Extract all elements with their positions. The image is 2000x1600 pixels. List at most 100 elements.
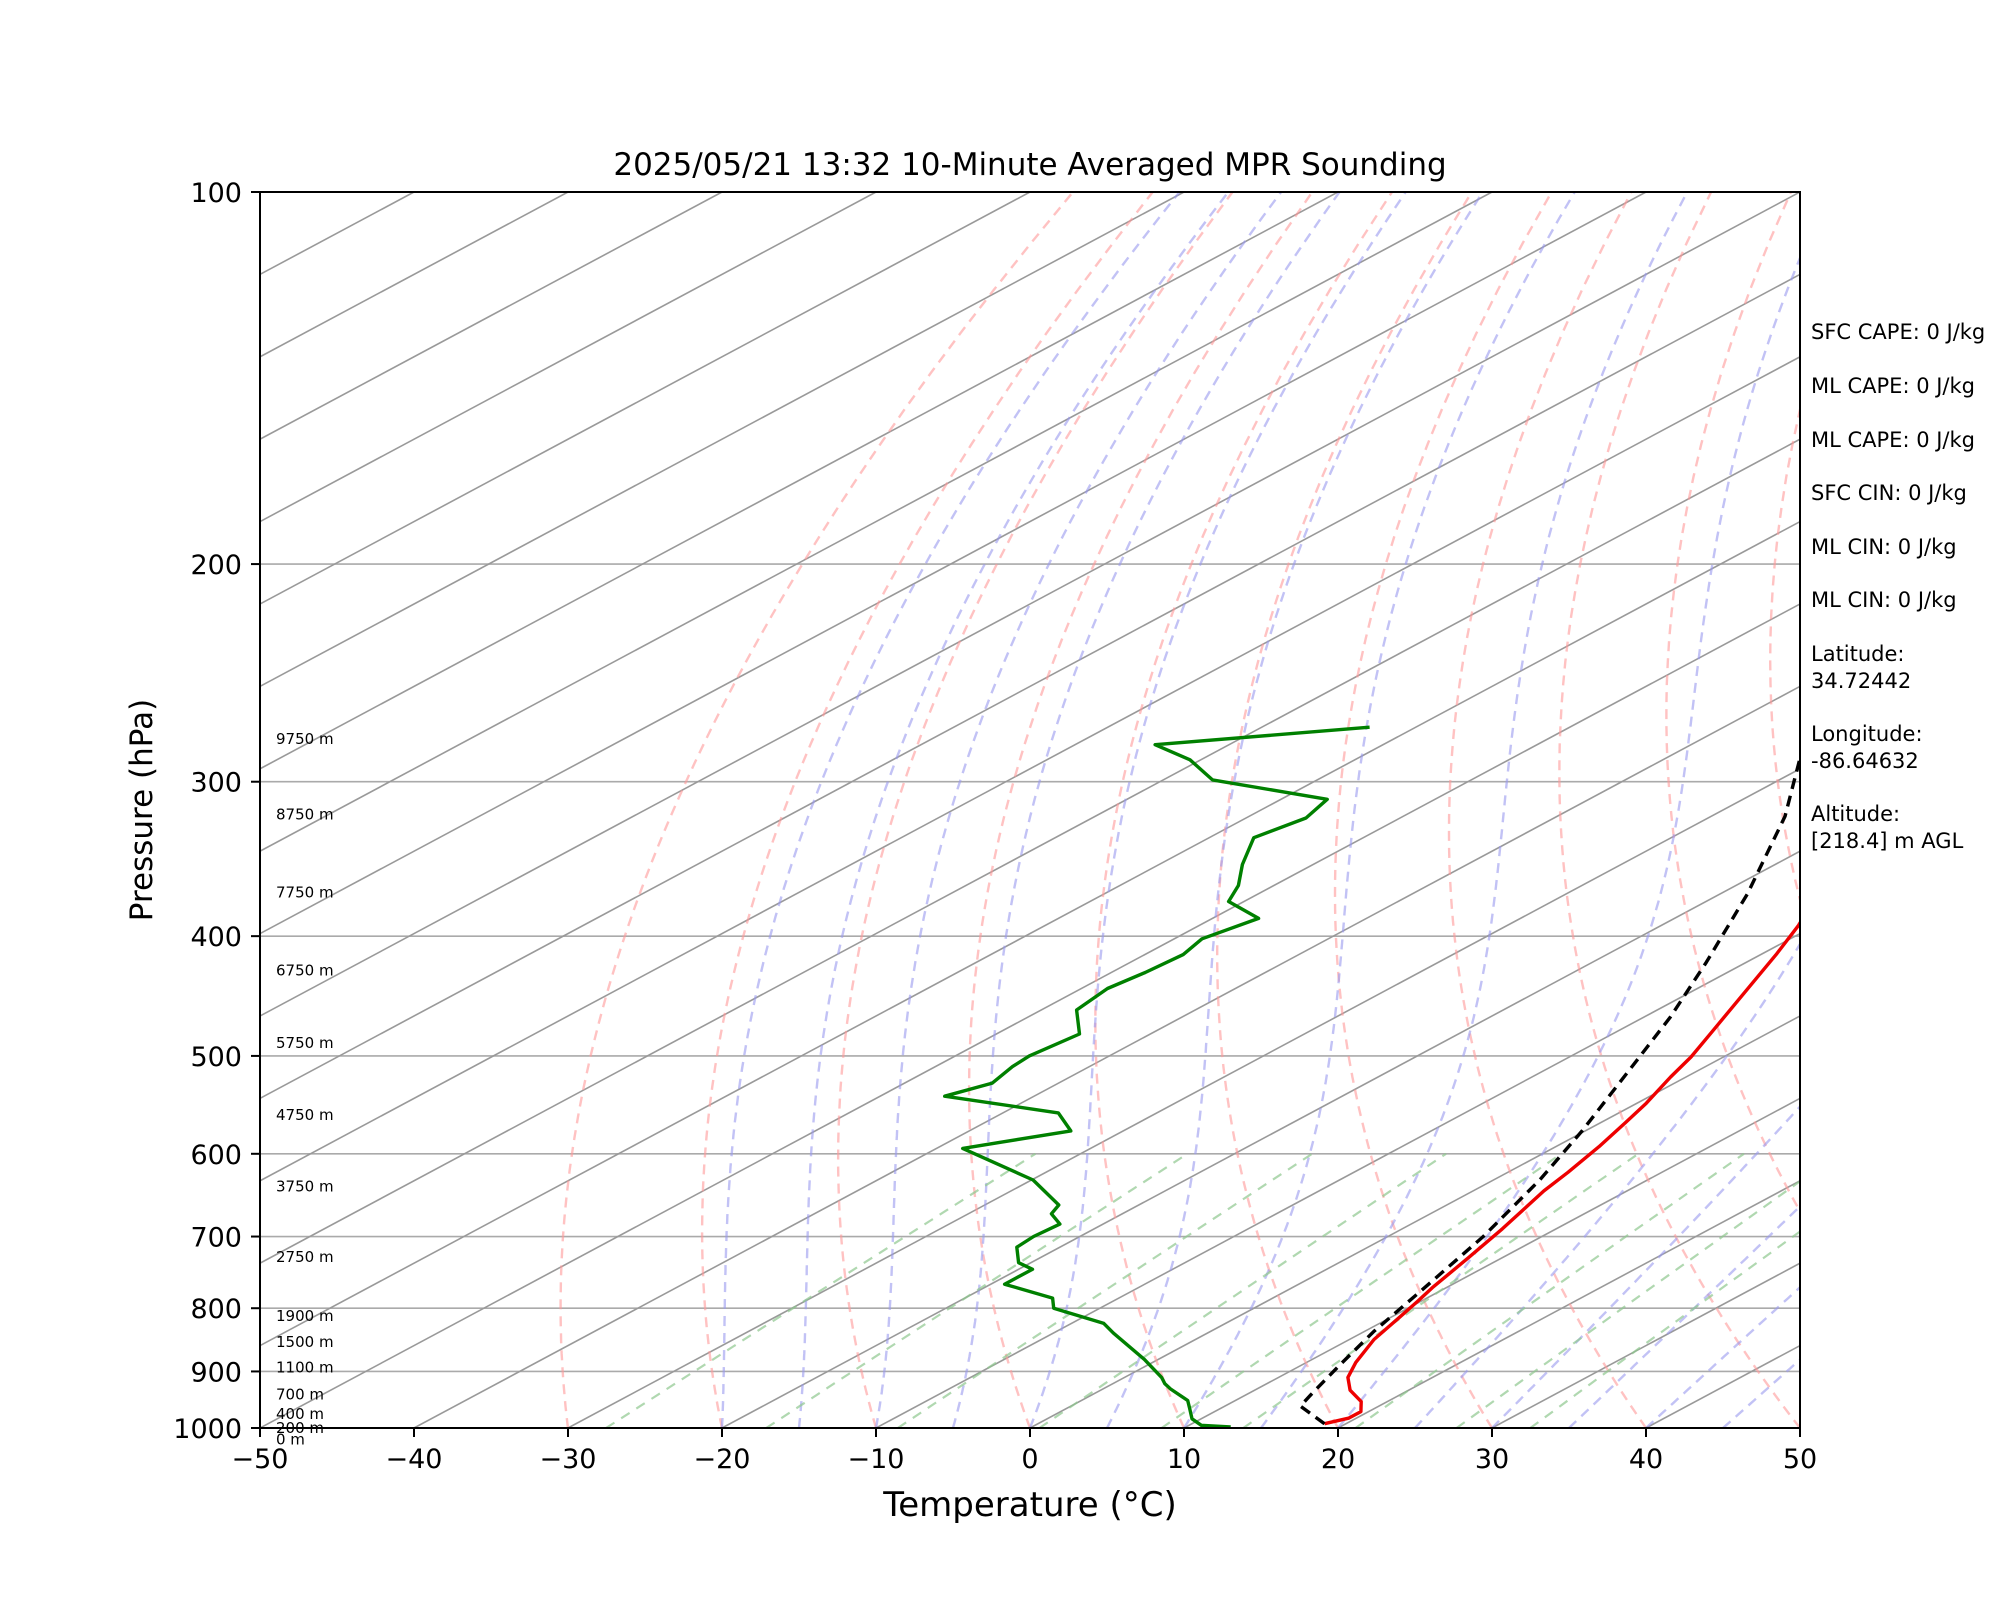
height-label: 5750 m — [276, 1034, 334, 1052]
stat-ml-cin: ML CIN: 0 J/kg — [1811, 535, 1957, 559]
height-label: 400 m — [276, 1405, 324, 1423]
dry-adiabat-line — [967, 192, 1314, 1428]
height-label: 8750 m — [276, 805, 334, 823]
x-tick-label: −10 — [848, 1444, 905, 1475]
moist-adiabat-line — [1105, 192, 1484, 1428]
moist-adiabat-line — [797, 192, 1230, 1428]
x-tick-label: 0 — [1021, 1444, 1038, 1475]
stat-sfc-cin: SFC CIN: 0 J/kg — [1811, 481, 1967, 505]
mixing-ratio-line — [897, 1152, 1313, 1428]
isotherm-line — [567, 767, 1800, 1428]
x-tick-label: 10 — [1167, 1444, 1201, 1475]
dewpoint-line — [943, 725, 1370, 1428]
longitude-label: Longitude: — [1811, 722, 1923, 746]
isotherm-line — [260, 192, 1800, 1017]
x-axis-label: Temperature (°C) — [882, 1485, 1176, 1525]
x-tick-label: 40 — [1629, 1444, 1663, 1475]
dry-adiabat-line — [1216, 192, 1473, 1428]
height-label: 3750 m — [276, 1177, 334, 1195]
isotherm-line — [260, 520, 1800, 1347]
data-lines — [943, 725, 1800, 1428]
dry-adiabat-line — [1447, 192, 1647, 1428]
isotherm-line — [260, 192, 877, 523]
height-label: 6750 m — [276, 961, 334, 979]
isotherm-line — [260, 192, 723, 441]
moist-adiabat-line — [1182, 192, 1576, 1428]
stats-panel: SFC CAPE: 0 J/kg ML CAPE: 0 J/kg ML CAPE… — [1811, 320, 1985, 853]
height-label: 2750 m — [276, 1248, 334, 1266]
height-label: 0 m — [276, 1430, 305, 1448]
dry-adiabat-line — [1769, 404, 1800, 905]
x-tick-label: 30 — [1475, 1444, 1509, 1475]
mixing-ratio-line — [1160, 1152, 1562, 1428]
isotherm-line — [413, 685, 1800, 1428]
isotherm-line — [1029, 1015, 1800, 1428]
mixing-ratio-line — [765, 1152, 1188, 1428]
y-tick-label: 500 — [190, 1042, 242, 1073]
x-tick-label: −50 — [232, 1444, 289, 1475]
isotherm-line — [260, 355, 1800, 1182]
moist-adiabat-line — [1028, 192, 1407, 1428]
isotherm-line — [721, 850, 1800, 1428]
height-label: 7750 m — [276, 883, 334, 901]
x-axis-ticks: −50 −40 −30 −20 −10 0 10 20 30 40 50 — [232, 1428, 1817, 1475]
dry-adiabat-line — [559, 192, 1074, 1428]
stat-sfc-cape: SFC CAPE: 0 J/kg — [1811, 320, 1985, 344]
stat-ml-cape-2: ML CAPE: 0 J/kg — [1811, 428, 1975, 452]
x-tick-label: 50 — [1783, 1444, 1817, 1475]
moist-adiabat-line — [951, 192, 1341, 1428]
stat-ml-cape: ML CAPE: 0 J/kg — [1811, 374, 1975, 398]
moist-adiabat-line — [874, 192, 1283, 1428]
latitude-label: Latitude: — [1811, 642, 1905, 666]
isotherm-line — [260, 192, 1031, 605]
dry-adiabat-line — [1558, 192, 1800, 1428]
y-tick-label: 800 — [190, 1294, 242, 1325]
moist-adiabat-line — [1337, 254, 1800, 1428]
y-tick-label: 100 — [190, 178, 242, 209]
isotherm-line — [260, 192, 1185, 688]
height-label: 1500 m — [276, 1333, 334, 1351]
stat-ml-cin-2: ML CIN: 0 J/kg — [1811, 588, 1957, 612]
y-tick-label: 700 — [190, 1223, 242, 1254]
latitude-value: 34.72442 — [1811, 669, 1911, 693]
y-tick-label: 300 — [190, 768, 242, 799]
isotherm-line — [875, 932, 1800, 1428]
dry-adiabat-line — [1665, 192, 1800, 1214]
y-axis-label: Pressure (hPa) — [124, 699, 160, 921]
isotherm-line — [1183, 1097, 1800, 1428]
mixing-ratio-line — [605, 1152, 1036, 1428]
isotherm-line — [260, 273, 1800, 1100]
y-axis-ticks: 100 200 300 400 500 600 700 800 900 1000 — [173, 178, 260, 1445]
x-tick-label: −20 — [694, 1444, 751, 1475]
parcel-profile-line — [1298, 751, 1800, 1426]
moist-adiabat-line — [1568, 1204, 1800, 1428]
chart-title: 2025/05/21 13:32 10-Minute Averaged MPR … — [613, 147, 1446, 183]
isotherm-line — [260, 192, 1339, 770]
background-lines — [260, 192, 1800, 1428]
isotherm-line — [260, 603, 1800, 1428]
dry-adiabat-line — [836, 192, 1234, 1428]
isotherm-line — [260, 192, 1493, 853]
mixing-ratio-line — [1242, 1152, 1639, 1428]
altitude-value: [218.4] m AGL — [1811, 829, 1964, 853]
longitude-value: -86.64632 — [1811, 749, 1919, 773]
moist-adiabat-line — [720, 192, 1181, 1428]
height-label: 9750 m — [276, 730, 334, 748]
isotherm-line — [260, 438, 1800, 1265]
isotherm-line — [1337, 1179, 1800, 1428]
dry-adiabat-line — [1333, 192, 1553, 1428]
height-label: 1100 m — [276, 1359, 334, 1377]
height-label: 4750 m — [276, 1106, 334, 1124]
height-labels: 9750 m 8750 m 7750 m 6750 m 5750 m 4750 m 3750… — [276, 730, 334, 1448]
height-label: 1900 m — [276, 1307, 334, 1325]
y-tick-label: 1000 — [173, 1414, 242, 1445]
altitude-label: Altitude: — [1811, 802, 1900, 826]
y-tick-label: 200 — [190, 550, 242, 581]
mixing-ratio-line — [1354, 1152, 1745, 1428]
height-label: 700 m — [276, 1385, 324, 1403]
isotherm-line — [260, 192, 1647, 935]
x-tick-label: −40 — [386, 1444, 443, 1475]
y-tick-label: 400 — [190, 922, 242, 953]
mixing-ratio-line — [1455, 1179, 1800, 1428]
